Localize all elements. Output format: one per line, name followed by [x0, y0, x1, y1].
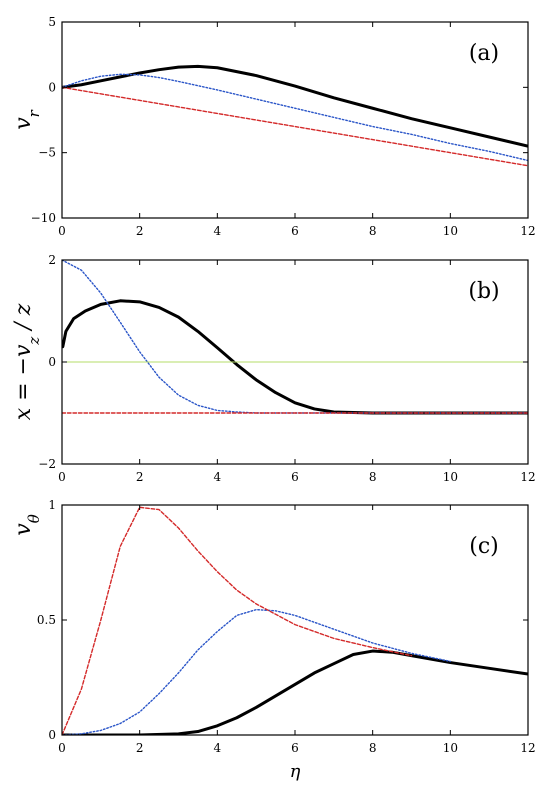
- solid-black-line: [62, 649, 528, 735]
- x-tick-label: 8: [369, 470, 377, 484]
- x-tick-label: 12: [520, 470, 535, 484]
- x-tick-label: 6: [291, 224, 299, 238]
- x-tick-label: 6: [291, 470, 299, 484]
- x-tick-label: 4: [214, 741, 222, 755]
- x-tick-label: 2: [136, 741, 144, 755]
- plot-frame: [61, 21, 529, 219]
- y-tick-label: 0.5: [37, 613, 56, 627]
- x-tick-label: 4: [214, 470, 222, 484]
- y-tick-label: 0: [48, 728, 56, 742]
- x-tick-label: 8: [369, 224, 377, 238]
- x-axis-label: η: [290, 761, 301, 782]
- x-tick-label: 4: [214, 224, 222, 238]
- x-tick-label: 0: [58, 741, 66, 755]
- dotted-blue-line: [62, 260, 528, 414]
- x-tick-label: 12: [520, 741, 535, 755]
- y-tick-label: −5: [38, 146, 56, 160]
- dashed-red-line: [62, 506, 413, 735]
- y-tick-label: 0: [48, 355, 56, 369]
- y-tick-label: 0: [48, 80, 56, 94]
- dotted-blue-line: [62, 608, 452, 735]
- solid-black-line: [62, 299, 528, 415]
- x-tick-label: 12: [520, 224, 535, 238]
- x-tick-label: 10: [443, 224, 458, 238]
- dotted-blue-line: [62, 73, 528, 162]
- dashed-red-line: [62, 86, 528, 167]
- y-tick-label: −10: [31, 211, 56, 225]
- panel-a: 0 2 4 6 8 10 12 −10 −5 0 5 (a) vr: [11, 15, 536, 238]
- plot-frame: [61, 504, 529, 736]
- y-axis-label: vθ: [11, 514, 43, 535]
- x-tick-label: 2: [136, 224, 144, 238]
- x-tick-label: 0: [58, 224, 66, 238]
- y-tick-label: 1: [48, 498, 56, 512]
- x-tick-label: 0: [58, 470, 66, 484]
- panel-b: 0 2 4 6 8 10 12−202(b)x = −vz / z: [11, 253, 536, 484]
- x-tick-label: 6: [291, 741, 299, 755]
- y-tick-label: 5: [48, 15, 56, 29]
- panel-label: (c): [469, 534, 499, 559]
- panel-label: (b): [468, 279, 499, 304]
- x-tick-label: 10: [443, 741, 458, 755]
- panel-label: (a): [469, 41, 499, 66]
- y-axis-label: vr: [11, 109, 43, 129]
- x-tick-label: 2: [136, 470, 144, 484]
- x-tick-label: 10: [443, 470, 458, 484]
- y-axis-label: x = −vz / z: [11, 303, 43, 420]
- y-tick-label: −2: [38, 457, 56, 471]
- x-tick-label: 8: [369, 741, 377, 755]
- solid-black-line: [62, 64, 528, 148]
- y-tick-label: 2: [48, 253, 56, 267]
- panel-c: 0 2 4 6 8 10 12 0 0.5 1 (c) vθ η: [11, 498, 536, 782]
